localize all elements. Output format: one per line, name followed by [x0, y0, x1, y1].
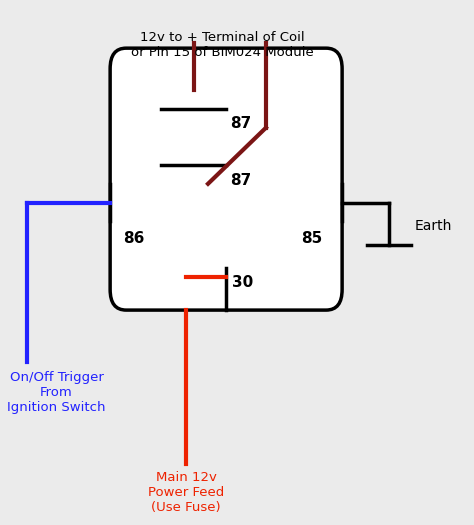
- Text: On/Off Trigger
From
Ignition Switch: On/Off Trigger From Ignition Switch: [7, 371, 106, 414]
- Text: 12v to + Terminal of Coil
or Pin 15 of BIM024 Module: 12v to + Terminal of Coil or Pin 15 of B…: [131, 32, 314, 59]
- Text: 87: 87: [230, 117, 251, 131]
- Text: 30: 30: [232, 275, 253, 290]
- FancyBboxPatch shape: [110, 48, 342, 310]
- Text: Main 12v
Power Feed
(Use Fuse): Main 12v Power Feed (Use Fuse): [148, 471, 224, 514]
- Text: 86: 86: [123, 230, 144, 246]
- Text: 85: 85: [301, 230, 322, 246]
- Text: 87: 87: [230, 173, 251, 187]
- Text: Earth: Earth: [415, 219, 452, 233]
